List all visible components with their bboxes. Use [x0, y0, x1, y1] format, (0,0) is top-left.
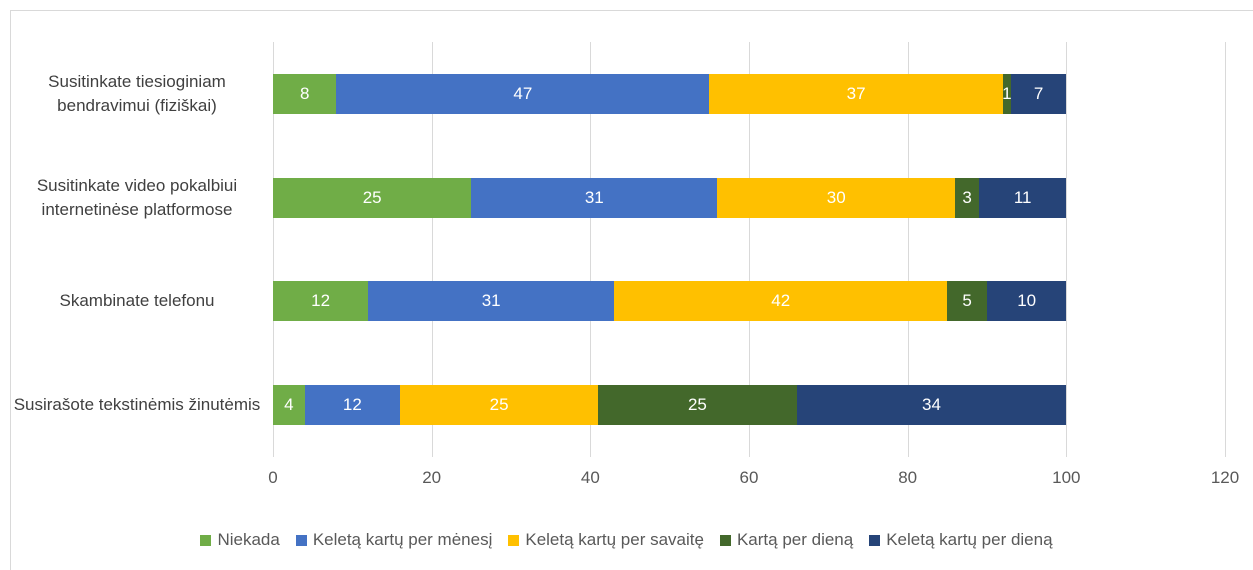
bar [368, 281, 615, 322]
legend-item: Keletą kartų per mėnesį [295, 530, 493, 550]
x-tick-label: 80 [898, 468, 918, 487]
data-label: 11 [1013, 187, 1032, 207]
data-label: 4 [284, 395, 294, 415]
x-tick-label: 60 [739, 468, 759, 487]
data-label: 37 [846, 83, 866, 103]
chart-frame [10, 10, 1253, 570]
y-tick-label: Susitinkate video pokalbiui internetinės… [36, 175, 238, 219]
bar [709, 73, 1003, 114]
legend-item: Keletą kartų per dieną [869, 530, 1053, 550]
data-label: 34 [921, 395, 941, 415]
legend-label: Keletą kartų per savaitę [525, 530, 704, 549]
x-tick-label: 40 [580, 468, 600, 487]
legend-swatch [719, 534, 731, 546]
data-label: 42 [771, 291, 791, 311]
y-tick-label: Skambinate telefonu [59, 291, 215, 311]
bar [796, 385, 1067, 426]
bar [273, 385, 305, 426]
legend-swatch [200, 534, 212, 546]
data-label: 31 [481, 291, 501, 311]
data-label: 25 [362, 187, 382, 207]
grid-line [431, 42, 433, 457]
legend-label: Kartą per dieną [736, 530, 854, 549]
bar [273, 73, 337, 114]
x-tick-label: 20 [422, 468, 442, 487]
data-label: 47 [513, 83, 533, 103]
legend-label: Niekada [217, 530, 280, 549]
bar [979, 177, 1067, 218]
data-label: 10 [1017, 291, 1037, 311]
bar [273, 177, 472, 218]
legend-swatch [508, 534, 520, 546]
data-label: 8 [299, 83, 310, 103]
data-label: 1 [1002, 83, 1012, 103]
y-tick-label: Susirašote tekstinėmis žinutėmis [13, 395, 261, 415]
legend-item: Keletą kartų per savaitę [508, 530, 704, 550]
grid-line [749, 42, 750, 457]
data-label: 3 [962, 187, 972, 207]
bar [1010, 73, 1067, 114]
grid-line [907, 42, 909, 457]
legend-swatch [295, 534, 307, 546]
x-tick-label: 120 [1210, 468, 1240, 487]
x-tick-label: 0 [268, 468, 278, 487]
bar [955, 177, 980, 218]
bar [614, 281, 948, 322]
data-label: 12 [311, 291, 331, 311]
legend-label: Keletą kartų per dieną [886, 530, 1053, 549]
grid-line [590, 42, 592, 457]
bar [336, 73, 710, 114]
grid-line [1066, 42, 1068, 457]
data-label: 25 [489, 395, 509, 415]
data-label: 5 [962, 291, 972, 311]
bar [1002, 73, 1011, 114]
grid-line [273, 42, 274, 457]
grid-line [1225, 42, 1226, 457]
x-tick-label: 100 [1052, 468, 1081, 487]
legend-item: Kartą per dieną [719, 530, 854, 550]
y-tick-label: Susitinkate tiesioginiam bendravimui (fi… [48, 71, 226, 115]
bar [273, 281, 369, 322]
bar [598, 385, 797, 426]
bar [947, 281, 987, 322]
bar [399, 385, 599, 426]
legend-item: Niekada [200, 530, 280, 550]
legend-label: Keletą kartų per mėnesį [312, 530, 493, 549]
bar [987, 281, 1067, 322]
bar [471, 177, 718, 218]
data-label: 31 [584, 187, 604, 207]
data-label: 25 [687, 395, 707, 415]
legend-swatch [869, 534, 881, 546]
data-label: 12 [342, 395, 362, 415]
data-label: 30 [826, 187, 846, 207]
data-label: 7 [1033, 83, 1044, 103]
bar [717, 177, 956, 218]
legend: Niekada Keletą kartų per mėnesį Keletą kar… [0, 530, 1253, 550]
bar [304, 385, 400, 426]
